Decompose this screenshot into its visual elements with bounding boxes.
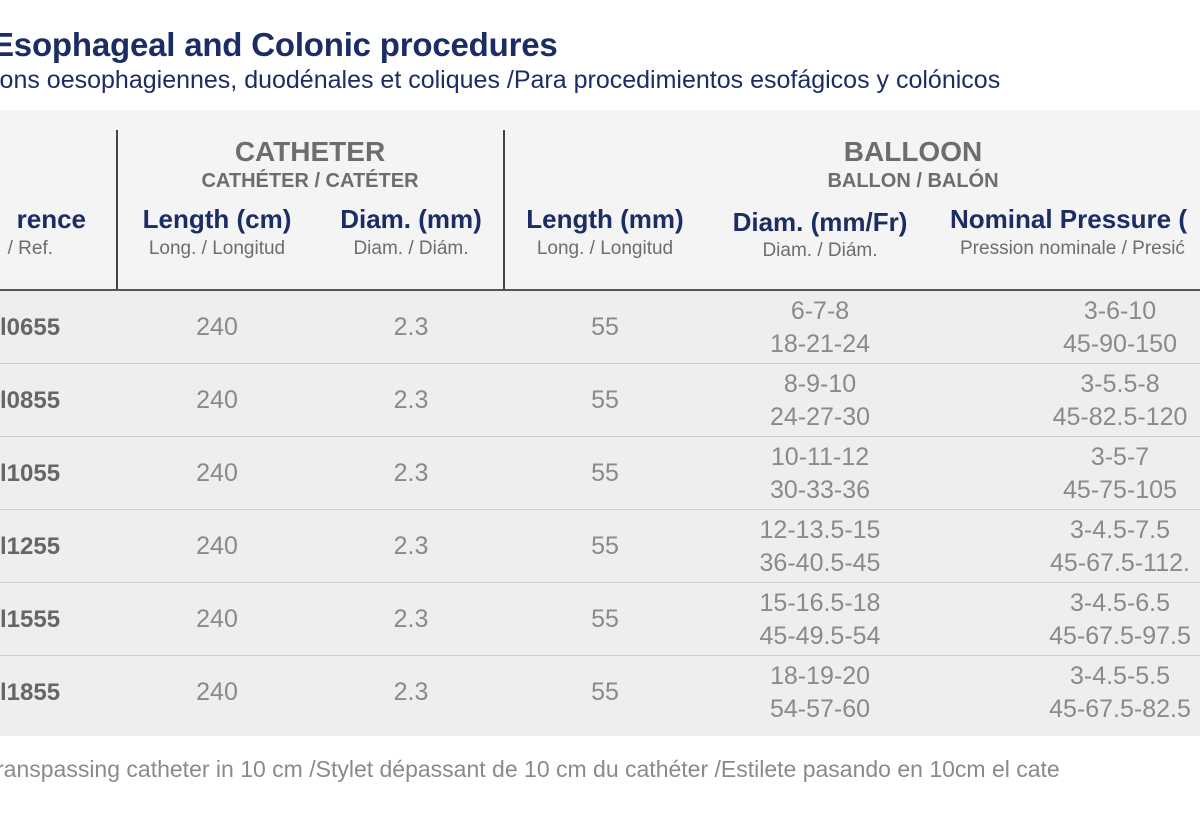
catheter-group-title: CATHETER	[234, 136, 386, 167]
catheter-length-cell: 240	[196, 313, 238, 341]
balloon-diameter-cell-line: 10-11-12	[770, 442, 870, 471]
catheter-length-subheader: Long. / Longitud	[148, 238, 286, 259]
row-divider	[0, 582, 1200, 583]
spec-table: CATHETER CATHÉTER / CATÉTER BALLOON BALL…	[0, 110, 1200, 736]
nominal-pressure-subheader: Pression nominale / Presić	[960, 238, 1185, 259]
table-row: l0655 240 2.3 55 6-7-8 18-21-24 3-6-10 45-90-15…	[0, 291, 1200, 364]
nominal-pressure-cell: 3-6-10 45-90-150	[1015, 291, 1200, 364]
catheter-diameter-cell: 2.3	[393, 459, 429, 487]
catheter-length-cell: 240	[196, 678, 238, 706]
balloon-diameter-cell-line: 18-19-20	[769, 661, 871, 690]
balloon-diameter-cell: 12-13.5-15 36-40.5-45	[715, 510, 925, 583]
balloon-length-cell: 55	[591, 459, 619, 487]
nominal-pressure-cell-line: 3-5-7	[1090, 442, 1150, 471]
balloon-diameter-cell-line: 18-21-24	[769, 329, 871, 358]
balloon-length-subheader: Long. / Longitud	[536, 238, 674, 259]
page-subtitle: ions oesophagiennes, duodénales et coliq…	[0, 66, 1001, 94]
reference-cell: l1555	[0, 605, 61, 633]
table-row: l1255 240 2.3 55 12-13.5-15 36-40.5-45 3-4.5-7…	[0, 510, 1200, 583]
catheter-length-cell: 240	[196, 605, 238, 633]
reference-cell: l0655	[0, 313, 61, 341]
reference-cell: l0855	[0, 386, 61, 414]
footnote: ranspassing catheter in 10 cm /Stylet dé…	[0, 756, 1060, 782]
table-row: l1855 240 2.3 55 18-19-20 54-57-60 3-4.5-5.5 45…	[0, 656, 1200, 729]
nominal-pressure-cell: 3-4.5-7.5 45-67.5-112.	[1015, 510, 1200, 583]
nominal-pressure-cell-line: 3-4.5-5.5	[1069, 661, 1171, 690]
balloon-length-cell: 55	[591, 532, 619, 560]
column-divider	[503, 130, 505, 290]
balloon-diameter-cell: 10-11-12 30-33-36	[715, 437, 925, 510]
nominal-pressure-cell-line: 3-6-10	[1083, 296, 1157, 325]
catheter-diameter-cell: 2.3	[393, 313, 429, 341]
nominal-pressure-cell-line: 3-4.5-7.5	[1069, 515, 1171, 544]
reference-header: rence	[16, 204, 86, 234]
nominal-pressure-cell: 3-5-7 45-75-105	[1015, 437, 1200, 510]
balloon-diameter-cell: 8-9-10 24-27-30	[715, 364, 925, 437]
header-divider	[0, 289, 1200, 291]
nominal-pressure-cell-line: 45-67.5-97.5	[1049, 621, 1191, 650]
catheter-length-cell: 240	[196, 459, 238, 487]
row-divider	[0, 363, 1200, 364]
balloon-diameter-cell-line: 54-57-60	[769, 694, 871, 723]
nominal-pressure-cell-line: 45-67.5-82.5	[1049, 694, 1191, 723]
catheter-length-cell: 240	[196, 532, 238, 560]
balloon-diameter-cell-line: 6-7-8	[790, 296, 850, 325]
balloon-group-title: BALLOON	[843, 136, 983, 167]
catheter-group-subtitle: CATHÉTER / CATÉTER	[201, 170, 419, 192]
balloon-diameter-cell-line: 15-16.5-18	[759, 588, 881, 617]
reference-cell: l1255	[0, 532, 61, 560]
balloon-group-subtitle: BALLON / BALÓN	[827, 170, 999, 192]
nominal-pressure-cell-line: 45-75-105	[1063, 475, 1177, 504]
balloon-diameter-cell-line: 30-33-36	[769, 475, 871, 504]
balloon-diameter-subheader: Diam. / Diám.	[762, 240, 878, 261]
reference-cell: l1055	[0, 459, 61, 487]
table-header	[0, 110, 1200, 290]
catheter-diameter-subheader: Diam. / Diám.	[353, 238, 469, 259]
nominal-pressure-cell-line: 45-90-150	[1063, 329, 1177, 358]
row-divider	[0, 436, 1200, 437]
balloon-diameter-cell: 15-16.5-18 45-49.5-54	[715, 583, 925, 656]
nominal-pressure-cell: 3-5.5-8 45-82.5-120	[1015, 364, 1200, 437]
page-title: Esophageal and Colonic procedures	[0, 26, 558, 63]
column-divider	[116, 130, 118, 290]
balloon-diameter-cell-line: 45-49.5-54	[759, 621, 881, 650]
balloon-length-cell: 55	[591, 605, 619, 633]
row-divider	[0, 509, 1200, 510]
catheter-diameter-cell: 2.3	[393, 678, 429, 706]
balloon-diameter-cell-line: 24-27-30	[769, 402, 871, 431]
balloon-length-cell: 55	[591, 678, 619, 706]
nominal-pressure-cell-line: 45-67.5-112.	[1050, 548, 1190, 577]
nominal-pressure-cell: 3-4.5-6.5 45-67.5-97.5	[1015, 583, 1200, 656]
balloon-diameter-header: Diam. (mm/Fr)	[732, 207, 908, 237]
balloon-length-header: Length (mm)	[526, 204, 684, 234]
reference-cell: l1855	[0, 678, 61, 706]
catheter-length-cell: 240	[196, 386, 238, 414]
row-divider	[0, 655, 1200, 656]
balloon-diameter-cell: 6-7-8 18-21-24	[715, 291, 925, 364]
table-row: l1555 240 2.3 55 15-16.5-18 45-49.5-54 3-4.5-6…	[0, 583, 1200, 656]
catheter-diameter-header: Diam. (mm)	[340, 204, 482, 234]
nominal-pressure-header: Nominal Pressure (	[950, 204, 1187, 234]
table-row: l1055 240 2.3 55 10-11-12 30-33-36 3-5-7 45-75-…	[0, 437, 1200, 510]
nominal-pressure-cell: 3-4.5-5.5 45-67.5-82.5	[1015, 656, 1200, 729]
table-row: l0855 240 2.3 55 8-9-10 24-27-30 3-5.5-8 45-82.…	[0, 364, 1200, 437]
balloon-length-cell: 55	[591, 313, 619, 341]
nominal-pressure-cell-line: 3-4.5-6.5	[1069, 588, 1171, 617]
catheter-diameter-cell: 2.3	[393, 386, 429, 414]
catheter-diameter-cell: 2.3	[393, 532, 429, 560]
nominal-pressure-cell-line: 3-5.5-8	[1080, 369, 1160, 398]
balloon-diameter-cell-line: 12-13.5-15	[759, 515, 881, 544]
balloon-diameter-cell-line: 8-9-10	[783, 369, 857, 398]
catheter-diameter-cell: 2.3	[393, 605, 429, 633]
reference-subheader: / Ref.	[7, 238, 53, 259]
nominal-pressure-cell-line: 45-82.5-120	[1052, 402, 1188, 431]
balloon-length-cell: 55	[591, 386, 619, 414]
catheter-length-header: Length (cm)	[142, 204, 292, 234]
balloon-diameter-cell: 18-19-20 54-57-60	[715, 656, 925, 729]
balloon-diameter-cell-line: 36-40.5-45	[759, 548, 881, 577]
